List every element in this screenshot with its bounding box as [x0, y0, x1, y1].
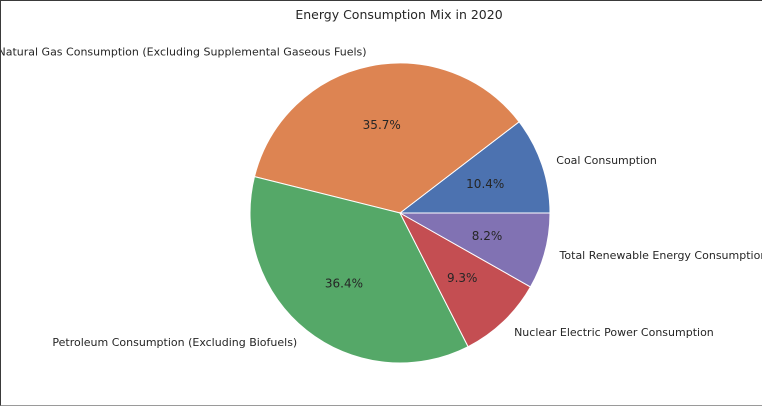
chart-title: Energy Consumption Mix in 2020 [295, 7, 502, 22]
pct-label-coal-consumption: 10.4% [466, 177, 504, 191]
slice-label-coal-consumption: Coal Consumption [556, 154, 657, 167]
slice-label-petroleum-consumption: Petroleum Consumption (Excluding Biofuel… [52, 336, 297, 349]
pie-slice-petroleum-consumption [249, 176, 469, 364]
pie-slice-nuclear-electric-power-consumption [398, 211, 532, 348]
pct-label-nuclear-electric-power-consumption: 9.3% [447, 271, 478, 285]
pie-slice-natural-gas-consumption [253, 62, 520, 214]
pie-slice-total-renewable-energy-consumption [398, 212, 551, 288]
pct-label-total-renewable-energy-consumption: 8.2% [472, 229, 503, 243]
pct-label-natural-gas-consumption: 35.7% [363, 118, 401, 132]
slice-label-total-renewable-energy-consumption: Total Renewable Energy Consumption [559, 249, 762, 262]
pie-labels: 10.4% Coal Consumption 35.7% Natural Gas Co… [1, 45, 762, 349]
pie-slices [249, 62, 551, 364]
pct-label-petroleum-consumption: 36.4% [325, 276, 363, 290]
slice-label-nuclear-electric-power-consumption: Nuclear Electric Power Consumption [514, 326, 714, 339]
slice-label-natural-gas-consumption: Natural Gas Consumption (Excluding Suppl… [1, 45, 367, 58]
pie-slice-coal-consumption [398, 121, 551, 214]
